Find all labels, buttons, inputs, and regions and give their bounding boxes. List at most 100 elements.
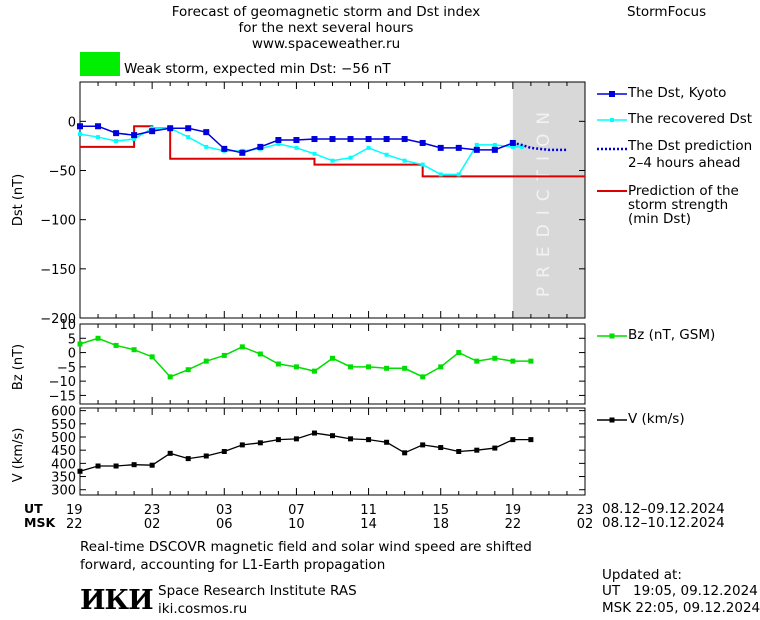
bz-point [113, 342, 119, 348]
bz-point [420, 374, 426, 380]
storm-strength-line [80, 125, 585, 178]
legend-dst-kyoto: The Dst, Kyoto [628, 85, 727, 101]
dst-recovered-point [438, 172, 443, 177]
legend-dst-prediction-l1: The Dst prediction [628, 138, 753, 154]
msk-tick-label: 02 [144, 517, 161, 532]
dst-kyoto-point [419, 139, 426, 146]
bz-point [239, 344, 245, 350]
prediction-label: PREDICTION [534, 103, 554, 297]
bz-point [131, 347, 137, 353]
y-tick-label: −200 [40, 312, 76, 327]
y-tick-label: 10 [59, 318, 76, 333]
bz-point [384, 365, 390, 371]
v-point [131, 462, 137, 468]
v-point [474, 447, 480, 453]
dst-recovered-point [186, 135, 191, 140]
y-tick-label: −5 [57, 361, 76, 376]
updated-ut: UT 19:05, 09.12.2024 [602, 583, 758, 599]
legend-marker [609, 333, 615, 339]
bz-point [167, 374, 173, 380]
dst-kyoto-point [455, 144, 462, 151]
ut-tick-label: 23 [577, 503, 594, 518]
v-point [348, 436, 354, 442]
footer-note-line2: forward, accounting for L1-Earth propaga… [80, 557, 386, 573]
ut-tick-label: 03 [216, 503, 233, 518]
dst-kyoto-point [401, 136, 408, 143]
legend-marker [609, 91, 615, 97]
bz-point [149, 354, 155, 360]
msk-tick-label: 22 [505, 517, 522, 532]
bz-point [275, 361, 281, 367]
y-tick-label: 0 [68, 115, 76, 130]
institute-url[interactable]: iki.cosmos.ru [158, 601, 248, 617]
dst-recovered-point [519, 144, 524, 149]
dst-recovered-point [348, 155, 353, 160]
v-point [384, 439, 390, 445]
y-axis-label: V (km/s) [11, 428, 26, 483]
v-point [203, 453, 209, 459]
panel-frame [79, 323, 586, 405]
y-tick-label: 300 [51, 484, 76, 499]
dst-kyoto-point [311, 136, 318, 143]
dst-kyoto-point [95, 123, 102, 130]
ut-tick-label: 19 [66, 503, 83, 518]
dst-kyoto-point [257, 143, 264, 150]
panel-frame [79, 407, 586, 496]
msk-tick-label: 06 [216, 517, 233, 532]
y-tick-label: 550 [51, 418, 76, 433]
dst-recovered-point [276, 141, 281, 146]
dst-recovered-line [79, 127, 522, 176]
v-point [311, 430, 317, 436]
dst-kyoto-point [275, 137, 282, 144]
v-point [456, 449, 462, 454]
msk-date-range: 08.12–10.12.2024 [602, 515, 725, 531]
dst-recovered-point [132, 137, 137, 142]
v-point [95, 463, 101, 469]
v-point [492, 445, 498, 451]
dst-kyoto-point [131, 132, 138, 139]
y-tick-label: −10 [49, 375, 76, 390]
dst-recovered-point [474, 142, 479, 147]
dst-kyoto-point [491, 146, 498, 153]
v-point [239, 442, 245, 448]
bz-point [510, 358, 516, 364]
v-point [330, 433, 335, 439]
updated-label: Updated at: [602, 567, 682, 583]
bz-point [203, 358, 209, 364]
legend-marker [609, 417, 615, 423]
v-point [77, 468, 83, 474]
dst-recovered-point [330, 158, 335, 163]
legend-storm-l2: storm strength [628, 197, 729, 213]
bz-point [366, 364, 372, 370]
v-point [402, 450, 408, 456]
dst-recovered-point [402, 158, 407, 163]
v-point [528, 437, 534, 443]
msk-tick-label: 14 [360, 517, 377, 532]
v-line [79, 432, 531, 472]
y-tick-label: 5 [68, 332, 76, 347]
legend-bz: Bz (nT, GSM) [628, 327, 716, 343]
dst-kyoto-point [293, 137, 300, 144]
bz-point [456, 350, 462, 356]
dst-kyoto-point [383, 136, 390, 143]
panel-frame [79, 81, 586, 319]
y-tick-label: 500 [51, 431, 76, 446]
bz-point [293, 364, 299, 370]
dst-kyoto-point [347, 136, 354, 143]
msk-tick-label: 18 [432, 517, 449, 532]
y-axis-label: Dst (nT) [11, 174, 26, 226]
y-tick-label: 450 [51, 444, 76, 459]
dst-kyoto-point [185, 125, 192, 132]
v-point [438, 445, 444, 451]
legend-storm-l1: Prediction of the [628, 183, 739, 199]
bz-point [95, 335, 101, 341]
msk-axis-label: MSK [24, 515, 56, 530]
chart-title-url[interactable]: www.spaceweather.ru [251, 36, 401, 52]
legend-storm-l3: (min Dst) [628, 211, 692, 227]
ut-tick-label: 11 [360, 503, 377, 518]
ut-tick-label: 07 [288, 503, 305, 518]
footer-note-line1: Real-time DSCOVR magnetic field and sola… [80, 539, 532, 555]
legend-marker [610, 118, 614, 122]
dst-recovered-point [366, 145, 371, 150]
